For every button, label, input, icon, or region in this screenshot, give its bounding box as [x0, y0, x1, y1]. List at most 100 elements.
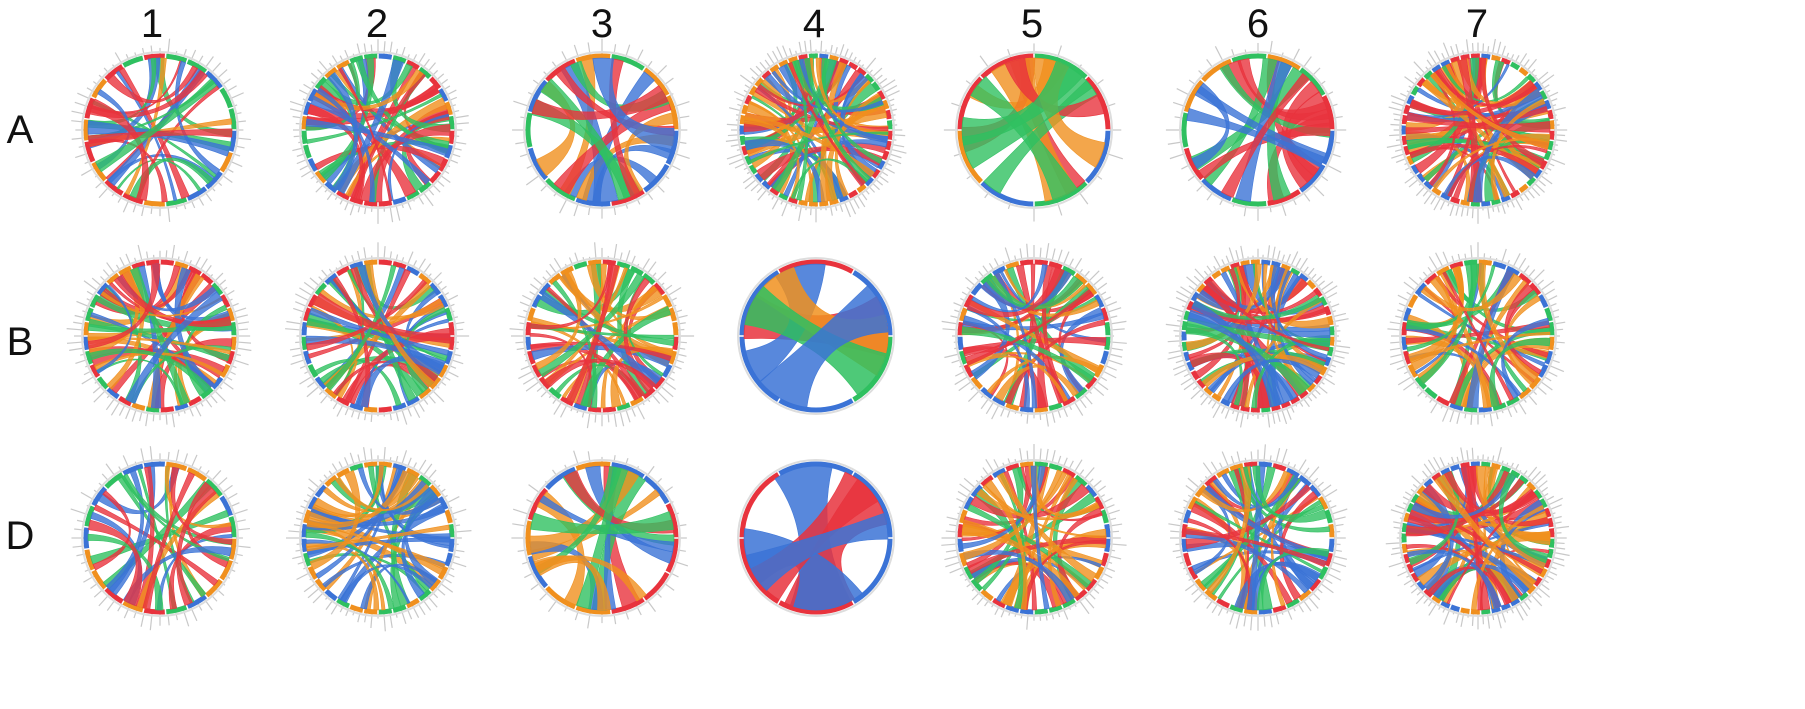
segment-arc: [1403, 512, 1411, 523]
chord-ribbon: [124, 57, 167, 196]
segment-arc: [778, 59, 789, 68]
segment-arc: [838, 57, 849, 66]
ribbons: [743, 465, 889, 611]
segment-arc: [1460, 199, 1470, 206]
segment-arc: [668, 350, 677, 365]
segment-arc: [852, 538, 893, 604]
segment-arc: [1048, 604, 1063, 613]
chord-ribbon: [592, 57, 675, 154]
segment-arc: [200, 387, 214, 400]
segment-arc: [739, 114, 746, 125]
segment-arc: [1309, 484, 1322, 498]
segment-arc: [575, 461, 611, 471]
segment-arc: [1272, 463, 1287, 472]
column-label-6: 6: [1246, 2, 1270, 46]
segment-arc: [852, 270, 893, 336]
segment-arc: [303, 350, 312, 365]
chord-ribbon: [1252, 465, 1328, 523]
segment-arc: [778, 259, 854, 274]
chord-ribbon: [1030, 465, 1050, 610]
segment-arc: [1085, 282, 1098, 296]
segment-arc: [527, 147, 549, 181]
chord-ribbon: [1432, 138, 1550, 190]
segment-arc: [1403, 104, 1411, 115]
chord-ribbon: [966, 305, 1030, 409]
chord-ribbon: [1270, 265, 1328, 361]
segment-arc: [1533, 168, 1543, 179]
segment-arc: [165, 196, 188, 207]
ribbons: [529, 263, 675, 409]
segment-arc: [980, 474, 994, 487]
segment-arc: [1491, 198, 1501, 206]
chord-ribbon: [309, 307, 449, 356]
segment-arc: [1533, 489, 1543, 500]
segment-arc: [1481, 53, 1491, 60]
ribbons: [305, 263, 451, 408]
chord-ribbon: [327, 72, 358, 192]
chord-ribbon: [1479, 57, 1545, 166]
segment-arc: [1100, 350, 1109, 365]
segment-arc: [1100, 307, 1109, 322]
segment-arc: [1478, 259, 1493, 266]
segment-arc: [1204, 589, 1218, 602]
segment-arc: [970, 578, 983, 592]
segment-arc: [1423, 478, 1434, 488]
chord-ribbon: [315, 469, 406, 579]
segment-arc: [653, 376, 666, 390]
chord-ribbon: [316, 87, 375, 203]
segment-arc: [527, 350, 536, 365]
segment-arc: [1005, 463, 1020, 472]
segment-arc: [1410, 85, 1420, 96]
segment-arc: [560, 395, 575, 407]
segment-arc: [392, 55, 407, 64]
segment-arc: [1298, 474, 1312, 487]
segment-arc: [1318, 365, 1328, 376]
segment-arc: [1194, 578, 1207, 592]
segment-arc: [118, 265, 133, 277]
segment-arc: [1544, 350, 1553, 365]
segment-arc: [1220, 398, 1231, 407]
segment-arc: [1318, 296, 1328, 307]
chord-diagram-b3: [509, 242, 695, 429]
segment-arc: [1548, 321, 1555, 336]
ribbons: [743, 57, 889, 203]
segment-arc: [96, 282, 109, 296]
segment-arc: [1085, 578, 1098, 592]
segment-arc: [957, 130, 983, 184]
segment-arc: [418, 589, 432, 602]
segment-arc: [437, 565, 449, 580]
segment-arc: [602, 406, 617, 413]
segment-arc: [314, 376, 327, 390]
segment-arc: [1216, 597, 1231, 609]
chord-ribbon: [535, 270, 582, 371]
segment-arc: [959, 552, 968, 567]
segment-arc: [301, 130, 308, 145]
chord-ribbon: [967, 355, 1068, 402]
segment-arc: [1440, 467, 1451, 476]
segment-arc: [349, 196, 364, 205]
segment-arc: [1410, 572, 1420, 583]
segment-arc: [228, 538, 237, 560]
segment-arc: [769, 186, 780, 196]
segment-arc: [174, 402, 189, 411]
segment-arc: [1285, 467, 1300, 479]
chord-diagram-b2: [285, 242, 470, 425]
segment-arc: [1401, 114, 1408, 125]
chord-ribbon: [310, 95, 431, 185]
segment-arc: [118, 395, 133, 407]
chord-ribbon: [312, 465, 384, 518]
segment-arc: [418, 474, 432, 487]
segment-arc: [1424, 387, 1438, 400]
inner-ring: [1399, 51, 1557, 209]
segment-arc: [838, 194, 849, 203]
segment-arc: [324, 474, 338, 487]
segment-arc: [314, 282, 327, 296]
segment-arc: [1533, 576, 1543, 587]
segment-arc: [1406, 502, 1415, 513]
chord-ribbon: [355, 59, 449, 155]
segment-arc: [1201, 177, 1233, 202]
segment-arc: [1267, 189, 1301, 206]
segment-arc: [1261, 259, 1271, 266]
chord-ribbon: [1433, 70, 1538, 107]
chord-ribbon: [87, 128, 233, 148]
